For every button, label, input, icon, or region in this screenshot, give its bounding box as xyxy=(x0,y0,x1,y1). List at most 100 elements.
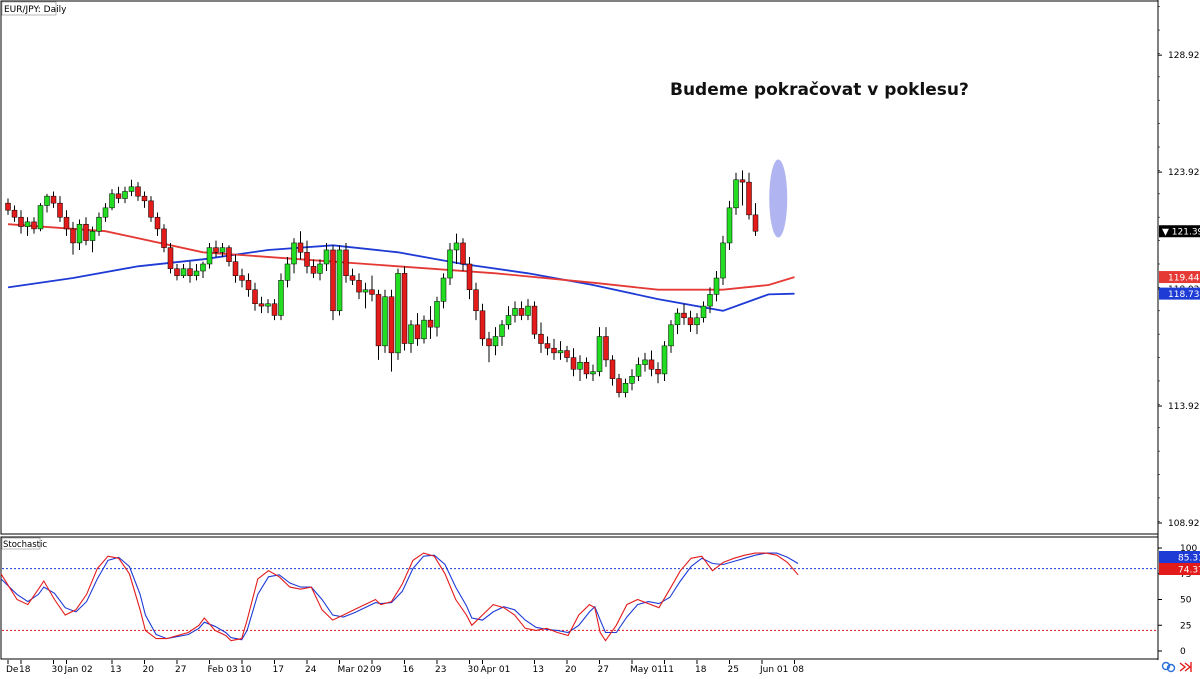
candle-body xyxy=(466,263,473,290)
candle xyxy=(265,299,271,314)
stoch-tick-label: 0 xyxy=(1180,647,1186,657)
candle xyxy=(219,242,226,257)
candle xyxy=(720,235,726,286)
candle-body xyxy=(570,357,577,370)
candle-body xyxy=(414,324,421,340)
candle-body xyxy=(564,350,570,358)
stoch-k-line xyxy=(0,552,799,642)
candle xyxy=(687,310,694,332)
candle xyxy=(258,296,265,314)
candle xyxy=(167,242,174,274)
stoch-tick-label: 25 xyxy=(1180,621,1191,631)
candle-body xyxy=(11,209,18,218)
candle xyxy=(174,263,180,281)
x-tick-label: Jun 01 xyxy=(759,665,788,675)
candle xyxy=(395,268,401,360)
candle-body xyxy=(304,252,310,267)
x-tick-label: 23 xyxy=(435,665,446,675)
candle xyxy=(278,273,284,321)
link-icon[interactable] xyxy=(1161,661,1176,673)
ma-label-box xyxy=(1159,271,1200,284)
candle-body xyxy=(219,247,226,253)
candle xyxy=(544,336,551,356)
candle xyxy=(440,273,447,309)
candle-body xyxy=(44,195,50,206)
candle-body xyxy=(401,273,408,344)
candle-body xyxy=(310,266,317,274)
candle-body xyxy=(681,312,687,319)
candle xyxy=(570,348,577,377)
candle xyxy=(343,242,349,283)
candle xyxy=(115,186,122,204)
stoch-value-box xyxy=(1159,563,1200,575)
main-y-axis: 128.928123.928118.928113.928108.928 xyxy=(1158,6,1200,529)
candle-body xyxy=(239,275,245,281)
candle xyxy=(18,210,24,234)
candle xyxy=(50,191,57,208)
stochastic-title: Stochastic xyxy=(3,540,47,550)
candle xyxy=(5,198,11,215)
main-value-labels: ▼ 121.393 119.442 118.734 xyxy=(1159,225,1200,300)
candle xyxy=(499,320,505,346)
candle xyxy=(70,221,76,255)
x-tick-label: 16 xyxy=(403,665,415,675)
x-tick-label: 24 xyxy=(305,665,317,675)
candle xyxy=(252,282,258,311)
candle xyxy=(629,369,635,391)
stochastic-value-labels: 85.31 74.37 xyxy=(1159,551,1200,576)
candle xyxy=(408,320,414,353)
x-tick-label: 27 xyxy=(175,665,186,675)
stoch-tick-label: 50 xyxy=(1180,596,1192,606)
candle-body xyxy=(148,200,154,218)
candle xyxy=(486,331,492,363)
candle xyxy=(414,313,421,346)
x-axis: De 18 30 Jan 02 13 20 27 Feb 03 10 17 24 Mar 02 09 16… xyxy=(6,660,804,675)
candle-body xyxy=(141,195,148,202)
candle-body xyxy=(115,193,122,199)
candle xyxy=(583,357,590,379)
candle xyxy=(200,261,206,279)
chart-title-box xyxy=(1,1,57,16)
scroll-to-end-icon[interactable] xyxy=(1179,662,1192,672)
candle-body xyxy=(525,305,531,316)
candle-body xyxy=(434,301,440,328)
candle-body xyxy=(76,223,83,244)
candle xyxy=(388,289,395,372)
candle xyxy=(213,240,219,257)
candle-body xyxy=(291,242,297,265)
x-tick-label: 11 xyxy=(663,665,674,675)
x-tick-label: 30 xyxy=(52,665,64,675)
candle xyxy=(122,186,128,204)
stochastic-title-box xyxy=(1,537,41,550)
candle xyxy=(382,289,388,353)
candle xyxy=(349,268,356,286)
candle xyxy=(154,212,161,236)
candle-body xyxy=(674,312,681,326)
candle-body xyxy=(700,305,707,319)
candle-body xyxy=(330,249,336,312)
y-tick-label: 108.928 xyxy=(1168,519,1200,529)
candle xyxy=(460,238,466,272)
candle xyxy=(733,172,739,215)
candle-body xyxy=(492,336,499,347)
candle-body xyxy=(733,179,739,209)
candle-body xyxy=(499,324,505,337)
candle xyxy=(297,231,304,260)
candle xyxy=(284,256,291,288)
x-tick-label: 17 xyxy=(273,665,284,675)
stoch-value-label: 74.37 xyxy=(1178,566,1200,576)
candle-body xyxy=(180,268,187,276)
candle xyxy=(551,338,557,360)
candle xyxy=(707,287,713,314)
candle-body xyxy=(161,228,167,248)
candle-body xyxy=(538,333,544,344)
x-tick-label: 09 xyxy=(370,665,382,675)
candle-body xyxy=(752,214,759,232)
candle xyxy=(37,203,44,232)
x-tick-label: 25 xyxy=(728,665,739,675)
candle xyxy=(193,263,200,281)
candle-body xyxy=(382,296,388,347)
highlight-ellipse xyxy=(769,159,788,238)
candle-body xyxy=(317,263,323,274)
